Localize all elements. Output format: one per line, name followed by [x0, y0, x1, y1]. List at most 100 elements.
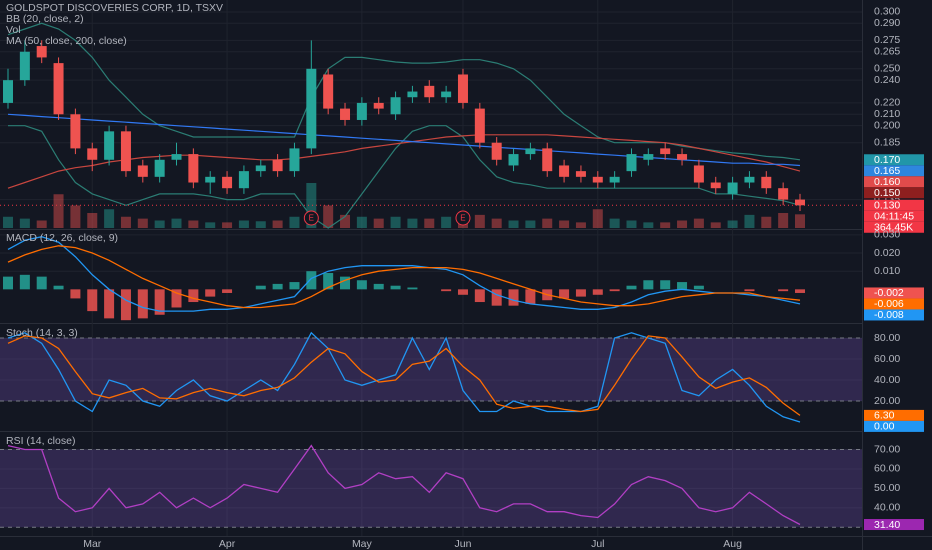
candle-body	[424, 85, 435, 98]
histogram-bar	[407, 287, 418, 290]
last-value-label: 0.130	[874, 200, 900, 212]
histogram-bar	[255, 285, 266, 290]
candle-body	[188, 154, 199, 183]
candle-body	[693, 165, 704, 183]
volume-bar	[3, 216, 13, 228]
histogram-bar	[36, 276, 47, 290]
indicator-line	[7, 335, 801, 416]
histogram-bar	[171, 289, 182, 308]
last-value-box	[864, 420, 924, 432]
volume-bar	[104, 209, 115, 228]
y-tick-label: 0.185	[874, 136, 900, 148]
volume-bar	[373, 218, 384, 228]
volume-bar	[19, 218, 30, 228]
volume-value-label: 364.45K	[874, 222, 913, 234]
candle-body	[53, 63, 64, 115]
volume-bar	[677, 220, 688, 228]
last-value-label: -0.002	[874, 287, 904, 299]
volume-bar	[323, 205, 334, 228]
earnings-marker	[303, 210, 319, 226]
volume-bar	[778, 213, 789, 228]
last-value-box	[864, 298, 924, 310]
chart-title: GOLDSPOT DISCOVERIES CORP, 1D, TSXV	[6, 2, 223, 14]
volume-bar	[87, 213, 98, 228]
histogram-bar	[441, 289, 452, 292]
volume-bar	[474, 214, 485, 228]
volume-bar	[424, 218, 435, 228]
volume-bar	[222, 222, 233, 228]
y-tick-label: 0.030	[874, 229, 900, 241]
candle-body	[120, 131, 131, 172]
x-tick-label: Mar	[83, 538, 102, 550]
histogram-bar	[677, 282, 688, 290]
histogram-bar	[660, 280, 671, 290]
volume-bar	[693, 218, 704, 228]
earnings-marker	[455, 210, 471, 226]
volume-bar	[137, 218, 148, 228]
last-value-label: -0.006	[874, 298, 904, 310]
volume-bar	[171, 218, 182, 228]
candle-body	[272, 159, 283, 172]
candle-body	[677, 154, 688, 160]
indicator-line	[7, 113, 801, 167]
volume-bar	[306, 183, 317, 228]
candle-body	[626, 154, 637, 172]
histogram-bar	[474, 289, 485, 303]
volume-bar	[255, 221, 266, 228]
y-tick-label: 0.020	[874, 247, 900, 259]
volume-bar	[727, 220, 738, 228]
earnings-label: E	[460, 214, 465, 223]
candle-body	[87, 148, 98, 160]
x-tick-label: Jun	[455, 538, 472, 550]
volume-bar	[626, 220, 637, 228]
last-value-box	[864, 165, 924, 177]
volume-bar	[761, 216, 772, 228]
x-tick-label: Aug	[723, 538, 742, 550]
candle-body	[592, 176, 603, 183]
histogram-bar	[356, 280, 367, 290]
candle-body	[373, 102, 384, 109]
candle-body	[255, 165, 266, 172]
histogram-bar	[306, 271, 317, 290]
candle-body	[36, 46, 47, 58]
y-tick-label: 0.265	[874, 46, 900, 58]
volume-bar	[525, 220, 536, 228]
candle-body	[474, 108, 485, 143]
histogram-bar	[289, 282, 300, 290]
histogram-bar	[778, 289, 789, 292]
volume-bar	[356, 216, 367, 228]
last-value-box	[864, 409, 924, 421]
indicator-line	[7, 236, 801, 312]
histogram-bar	[104, 289, 115, 319]
y-tick-label: 0.290	[874, 17, 900, 29]
last-value-box	[864, 187, 924, 199]
candle-body	[289, 148, 300, 172]
candle-body	[727, 182, 738, 194]
histogram-bar	[457, 289, 468, 295]
indicator-line	[8, 125, 801, 229]
band-fill	[0, 338, 862, 402]
y-tick-label: 0.240	[874, 74, 900, 86]
countdown-box	[864, 210, 924, 222]
histogram-bar	[340, 276, 351, 290]
y-tick-label: 60.00	[874, 463, 900, 475]
candle-body	[323, 74, 334, 109]
histogram-bar	[188, 289, 199, 303]
countdown-label: 04:11:45	[874, 211, 914, 223]
y-tick-label: 0.300	[874, 6, 900, 18]
y-tick-label: 0.250	[874, 63, 900, 75]
volume-value-box	[864, 221, 924, 233]
candle-body	[137, 165, 148, 177]
histogram-bar	[137, 289, 148, 319]
histogram-bar	[70, 289, 81, 299]
volume-bar	[188, 220, 199, 228]
last-value-box	[864, 309, 924, 321]
volume-bar	[559, 220, 570, 228]
volume-bar	[340, 214, 351, 228]
volume-bar	[120, 216, 131, 228]
histogram-bar	[626, 285, 637, 290]
candle-body	[525, 148, 536, 155]
volume-bar	[238, 220, 249, 228]
candle-body	[356, 102, 367, 120]
